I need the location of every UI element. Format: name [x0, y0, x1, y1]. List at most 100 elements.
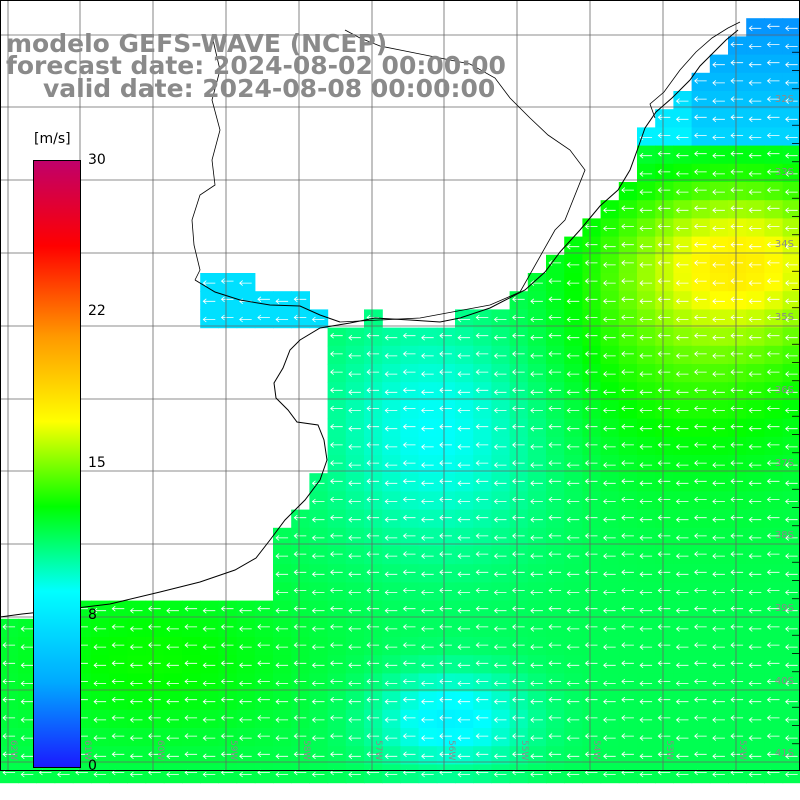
- speed-cell: [782, 691, 800, 711]
- wind-arrow: [566, 298, 580, 305]
- wind-arrow: [639, 644, 653, 650]
- speed-cell: [673, 200, 693, 219]
- wind-arrow: [730, 642, 744, 648]
- speed-cell: [764, 182, 784, 201]
- speed-cell: [455, 618, 474, 638]
- wind-arrow: [111, 715, 125, 721]
- speed-cell: [764, 254, 784, 274]
- wind-arrow: [512, 715, 525, 721]
- speed-cell: [582, 764, 602, 784]
- wind-arrow: [512, 478, 525, 485]
- wind-arrow: [293, 696, 307, 703]
- wind-arrow: [166, 644, 179, 650]
- speed-cell: [691, 582, 711, 602]
- speed-cell: [673, 236, 693, 256]
- wind-arrow: [202, 680, 216, 687]
- speed-cell: [491, 728, 511, 747]
- speed-cell: [728, 564, 747, 583]
- wind-arrow: [785, 407, 798, 414]
- wind-arrow: [694, 533, 707, 539]
- wind-arrow: [93, 735, 107, 741]
- wind-arrow: [712, 425, 725, 432]
- speed-cell: [364, 637, 383, 656]
- speed-cell: [0, 673, 19, 693]
- speed-cell: [691, 527, 711, 547]
- speed-cell: [273, 309, 292, 329]
- wind-arrow: [512, 678, 525, 685]
- wind-arrow: [675, 553, 689, 559]
- speed-cell: [473, 691, 492, 711]
- speed-cell: [436, 655, 456, 674]
- speed-cell: [564, 254, 583, 274]
- speed-cell: [382, 527, 401, 547]
- speed-cell: [491, 364, 511, 383]
- speed-cell: [145, 637, 165, 656]
- speed-cell: [145, 709, 165, 729]
- speed-cell: [655, 291, 674, 310]
- speed-cell: [200, 309, 219, 329]
- wind-arrow: [730, 351, 744, 357]
- wind-arrow: [421, 626, 434, 632]
- wind-arrow: [530, 571, 543, 578]
- wind-arrow: [220, 624, 234, 630]
- wind-arrow: [584, 551, 598, 557]
- speed-cell: [709, 436, 729, 456]
- wind-arrow: [766, 278, 780, 284]
- wind-arrow: [257, 696, 270, 703]
- lat-label-41s: 41S: [774, 748, 794, 759]
- speed-cell: [546, 254, 565, 274]
- speed-cell: [182, 673, 201, 693]
- wind-arrow: [694, 351, 707, 357]
- speed-cell: [400, 673, 420, 693]
- wind-arrow: [657, 642, 671, 648]
- wind-arrow: [621, 605, 634, 612]
- speed-cell: [273, 637, 292, 656]
- speed-cell: [309, 309, 329, 329]
- speed-cell: [236, 764, 256, 784]
- speed-cell: [709, 546, 729, 565]
- wind-arrow: [657, 187, 671, 193]
- wind-arrow: [584, 241, 598, 248]
- wind-arrow: [275, 753, 289, 760]
- wind-arrow: [785, 243, 798, 250]
- wind-arrow: [530, 535, 543, 541]
- wind-arrow: [20, 644, 34, 650]
- wind-arrow: [694, 624, 707, 630]
- speed-cell: [345, 728, 365, 747]
- wind-arrow: [694, 369, 707, 375]
- wind-arrow: [311, 571, 325, 578]
- speed-cell: [728, 109, 747, 128]
- wind-arrow: [421, 607, 434, 614]
- speed-cell: [473, 546, 492, 565]
- speed-cell: [327, 491, 347, 511]
- lon-label-60w: 60W: [155, 740, 165, 761]
- wind-arrow: [584, 715, 598, 721]
- speed-cell: [673, 127, 693, 147]
- wind-arrow: [785, 462, 798, 468]
- wind-arrow: [603, 571, 616, 578]
- wind-arrow: [366, 751, 380, 758]
- wind-arrow: [748, 207, 762, 214]
- speed-cell: [709, 527, 729, 547]
- wind-arrow: [2, 751, 16, 758]
- speed-cell: [746, 163, 765, 183]
- speed-cell: [473, 764, 492, 784]
- speed-cell: [364, 746, 383, 765]
- lon-label-62w: 62W: [8, 740, 18, 761]
- speed-cell: [728, 546, 747, 565]
- speed-cell: [455, 327, 474, 347]
- speed-cell: [382, 618, 401, 638]
- wind-arrow: [348, 371, 361, 377]
- speed-cell: [364, 655, 383, 674]
- wind-arrow: [20, 735, 34, 741]
- wind-arrow: [439, 351, 452, 357]
- speed-cell: [527, 564, 547, 583]
- wind-arrow: [657, 442, 671, 448]
- wind-arrow: [439, 405, 452, 412]
- speed-cell: [163, 746, 183, 765]
- colorbar-tick-15: 15: [88, 455, 106, 471]
- wind-arrow: [675, 134, 689, 141]
- wind-arrow: [421, 462, 434, 468]
- wind-arrow: [748, 571, 762, 578]
- speed-cell: [673, 618, 693, 638]
